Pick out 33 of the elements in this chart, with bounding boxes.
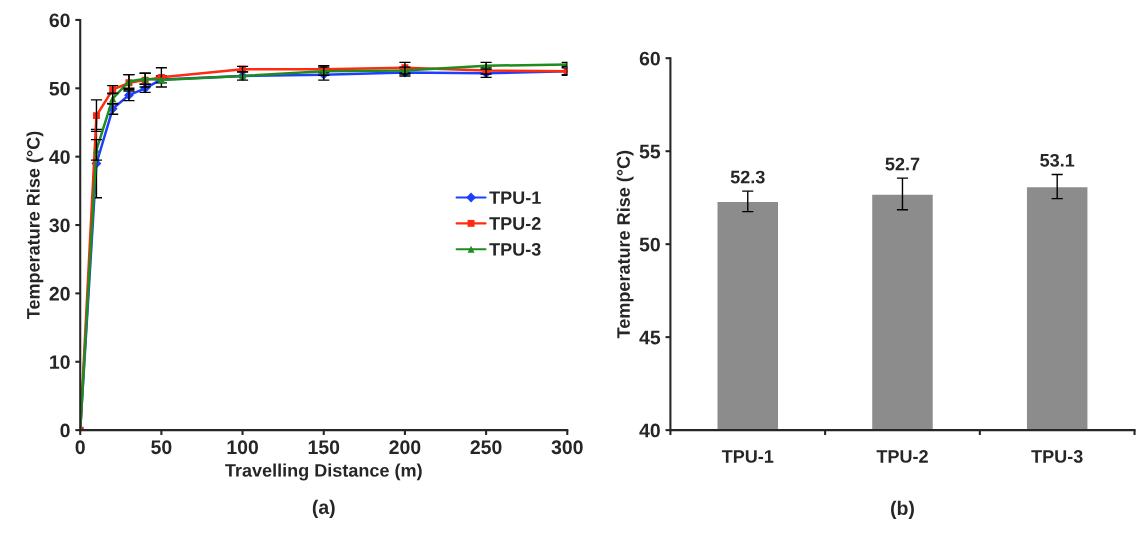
y-tick-label: 60 <box>49 13 70 28</box>
x-tick-label: 0 <box>75 440 85 455</box>
legend-label: TPU-3 <box>489 242 541 256</box>
y-tick-label: 50 <box>49 81 70 96</box>
data-label: 53.1 <box>1040 153 1075 167</box>
y-tick-label: 0 <box>60 423 70 438</box>
legend-label: TPU-1 <box>489 191 541 205</box>
y-tick-label: 55 <box>639 144 661 159</box>
x-tick-label: 150 <box>308 440 340 455</box>
y-tick-label: 10 <box>50 355 70 369</box>
x-tick-label: TPU-3 <box>1031 450 1083 463</box>
y-tick-label: 40 <box>49 150 70 164</box>
text: (a) <box>312 499 335 518</box>
y-axis-title: Temperature Rise (°C) <box>26 131 44 320</box>
data-label: 52.3 <box>730 170 765 184</box>
y-tick-label: 30 <box>49 218 70 233</box>
x-tick-label: 250 <box>470 440 502 455</box>
text: (b) <box>891 500 914 519</box>
y-tick-label: 40 <box>639 423 660 438</box>
x-tick-label: TPU-2 <box>876 450 928 463</box>
x-tick-label: 50 <box>151 440 172 455</box>
x-tick-label: 100 <box>227 440 258 455</box>
y-tick-label: 60 <box>639 51 660 66</box>
legend-label: TPU-2 <box>489 217 541 230</box>
y-tick-label: 20 <box>49 286 70 301</box>
data-label: 52.7 <box>885 157 920 171</box>
x-tick-label: TPU-1 <box>721 450 774 463</box>
y-tick-label: 45 <box>639 330 661 345</box>
x-axis-title: Travelling Distance (m) <box>225 463 422 481</box>
x-tick-label: 300 <box>551 440 583 455</box>
y-axis-title: Temperature Rise (°C) <box>616 150 634 339</box>
x-tick-label: 200 <box>389 440 421 455</box>
y-tick-label: 50 <box>639 237 660 252</box>
